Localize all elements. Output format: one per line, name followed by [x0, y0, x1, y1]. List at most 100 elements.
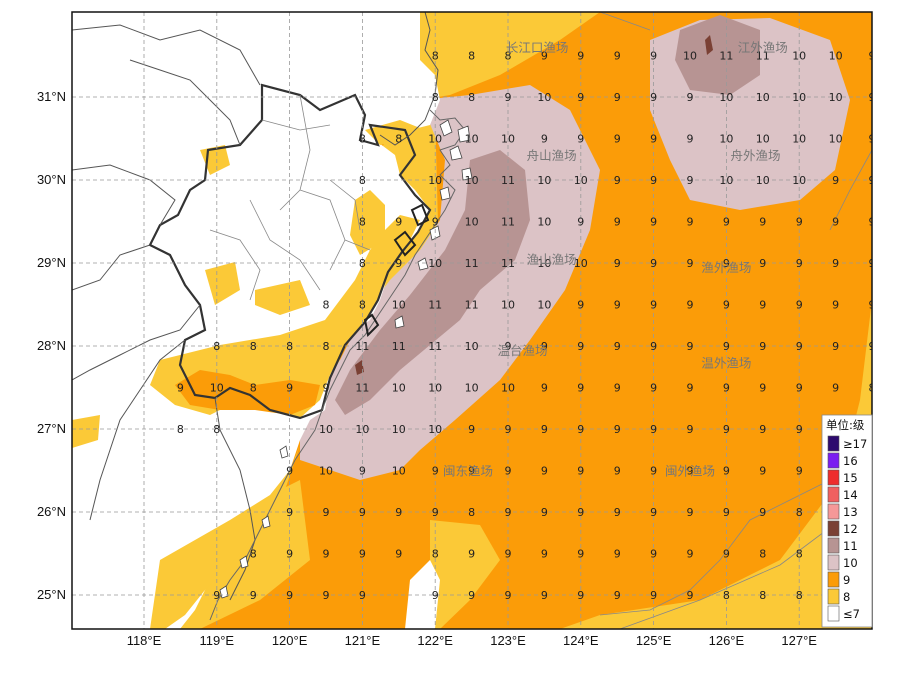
latitude-label: 27°N — [37, 421, 66, 436]
wind-value: 10 — [683, 50, 697, 63]
wind-value: 10 — [537, 299, 551, 312]
wind-value: 9 — [650, 133, 657, 146]
legend-item-label: ≥17 — [843, 437, 867, 451]
wind-value: 9 — [869, 50, 876, 63]
wind-value: 9 — [687, 548, 694, 561]
wind-value: 9 — [468, 465, 475, 478]
wind-value: 9 — [359, 506, 366, 519]
legend-items: ≥17 16 15 14 13 12 11 10 9 8 ≤7 — [827, 435, 867, 622]
longitude-label: 119°E — [199, 633, 234, 648]
wind-value: 10 — [355, 423, 369, 436]
wind-value: 9 — [577, 299, 584, 312]
wind-value: 10 — [392, 465, 406, 478]
legend-swatch — [827, 486, 840, 503]
wind-value: 10 — [501, 133, 515, 146]
wind-value: 9 — [723, 423, 730, 436]
wind-value: 8 — [723, 589, 730, 602]
wind-value: 10 — [210, 382, 224, 395]
wind-value: 9 — [832, 257, 839, 270]
wind-value: 8 — [250, 340, 257, 353]
land-mainland — [72, 12, 440, 629]
wind-value: 9 — [541, 589, 548, 602]
wind-value: 9 — [577, 133, 584, 146]
legend-item-label: 10 — [843, 556, 858, 570]
wind-value: 10 — [428, 382, 442, 395]
wind-value: 10 — [537, 216, 551, 229]
wind-value: 9 — [505, 465, 512, 478]
wind-value: 9 — [650, 465, 657, 478]
latitude-label: 28°N — [37, 338, 66, 353]
wind-value: 10 — [829, 50, 843, 63]
wind-value: 9 — [832, 174, 839, 187]
wind-value: 8 — [250, 382, 257, 395]
wind-value: 10 — [428, 423, 442, 436]
wind-value: 9 — [614, 257, 621, 270]
latitude-label: 29°N — [37, 255, 66, 270]
wind-value: 9 — [505, 506, 512, 519]
level-11-area — [335, 150, 530, 415]
wind-value: 10 — [465, 216, 479, 229]
wind-value: 8 — [432, 548, 439, 561]
wind-value: 9 — [759, 340, 766, 353]
wind-value: 9 — [759, 382, 766, 395]
legend-item-label: 13 — [843, 505, 858, 519]
level-11-area-east — [675, 15, 760, 95]
wind-value: 9 — [541, 382, 548, 395]
fishing-ground-label: 闽东渔场 — [443, 464, 493, 479]
wind-value: 10 — [465, 174, 479, 187]
wind-value: 8 — [250, 548, 257, 561]
wind-value: 10 — [756, 133, 770, 146]
wind-value: 9 — [723, 257, 730, 270]
wind-value: 9 — [395, 216, 402, 229]
wind-value: 10 — [465, 133, 479, 146]
wind-value: 8 — [759, 589, 766, 602]
wind-value: 9 — [796, 340, 803, 353]
wind-value: 9 — [323, 382, 330, 395]
wind-value: 11 — [392, 340, 406, 353]
wind-value: 9 — [687, 174, 694, 187]
wind-value: 9 — [723, 299, 730, 312]
legend-swatch — [827, 537, 840, 554]
wind-value: 10 — [428, 174, 442, 187]
wind-value: 9 — [759, 423, 766, 436]
wind-value: 9 — [541, 506, 548, 519]
wind-value: 9 — [577, 91, 584, 104]
wind-value: 9 — [614, 50, 621, 63]
wind-value: 9 — [723, 465, 730, 478]
wind-value: 9 — [359, 465, 366, 478]
wind-value: 10 — [537, 257, 551, 270]
wind-value: 9 — [395, 257, 402, 270]
wind-value: 9 — [650, 382, 657, 395]
wind-value: 9 — [577, 216, 584, 229]
wind-value: 10 — [829, 133, 843, 146]
fishing-ground-label: 舟外渔场 — [731, 148, 781, 163]
wind-value: 8 — [796, 506, 803, 519]
wind-value: 9 — [723, 548, 730, 561]
wind-value: 9 — [650, 506, 657, 519]
wind-value: 10 — [792, 50, 806, 63]
legend-item-label: 9 — [843, 573, 850, 587]
wind-value: 9 — [687, 257, 694, 270]
wind-value: 9 — [432, 465, 439, 478]
wind-value: 10 — [501, 299, 515, 312]
wind-value: 9 — [395, 548, 402, 561]
wind-value: 10 — [537, 174, 551, 187]
wind-value: 9 — [505, 340, 512, 353]
longitude-label: 118°E — [127, 633, 162, 648]
wind-value: 10 — [392, 423, 406, 436]
wind-value: 8 — [468, 506, 475, 519]
longitude-label: 120°E — [272, 633, 308, 648]
latitude-label: 30°N — [37, 172, 66, 187]
wind-value: 9 — [614, 91, 621, 104]
wind-value: 10 — [537, 91, 551, 104]
wind-value: 9 — [650, 216, 657, 229]
longitude-label: 126°E — [709, 633, 745, 648]
wind-value: 9 — [832, 299, 839, 312]
latitude-label: 26°N — [37, 504, 66, 519]
wind-value: 9 — [723, 506, 730, 519]
wind-value: 9 — [213, 589, 220, 602]
wind-value: 9 — [650, 548, 657, 561]
legend-item-label: 8 — [843, 590, 850, 604]
wind-value: 10 — [319, 423, 333, 436]
wind-value: 11 — [355, 382, 369, 395]
